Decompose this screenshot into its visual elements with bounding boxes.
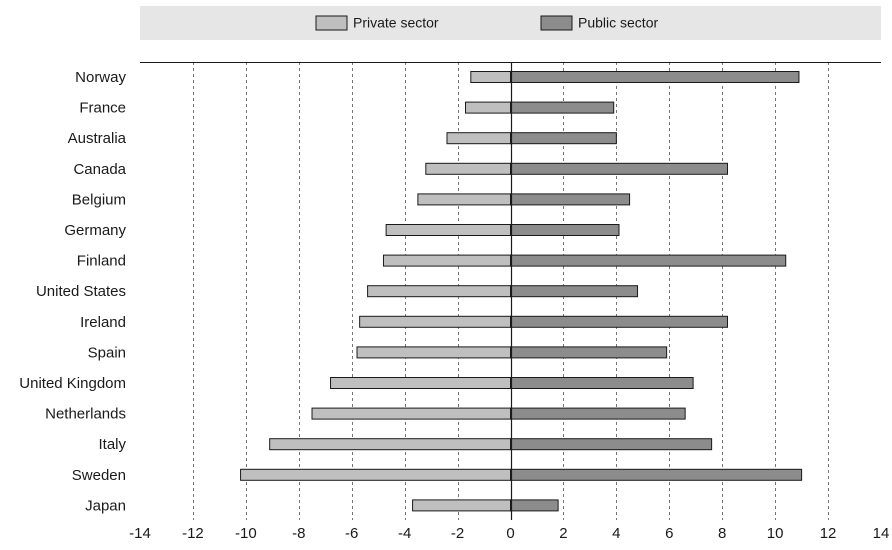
legend-label-private: Private sector (353, 15, 439, 31)
category-label: Japan (85, 497, 126, 514)
bar-private (412, 499, 512, 512)
category-label: Belgium (72, 191, 126, 208)
bar-public (510, 254, 787, 267)
x-tick-label: 14 (873, 525, 890, 542)
x-tick-label: 0 (506, 525, 514, 542)
x-tick-label: 12 (820, 525, 837, 542)
bar-public (510, 468, 803, 481)
bar-public (510, 193, 631, 206)
x-tick-label: 4 (612, 525, 620, 542)
bar-private (425, 162, 512, 175)
x-tick-label: -14 (129, 525, 151, 542)
category-label: Canada (73, 161, 126, 178)
x-tick-labels: -14 -12 -10 -8 -6 -4 -2 0 2 4 6 8 10 12 14 (129, 525, 889, 542)
x-tick-label: -2 (451, 525, 464, 542)
category-label: Ireland (80, 314, 126, 331)
bar-private (330, 377, 511, 389)
x-tick-label: 6 (665, 525, 673, 542)
bar-public (510, 346, 668, 359)
bar-public (510, 315, 729, 328)
category-label: Netherlands (45, 406, 126, 423)
category-label: Germany (64, 222, 126, 239)
category-label: United States (36, 283, 126, 300)
bar-public (510, 224, 620, 236)
bar-private (446, 132, 512, 145)
bar-public (510, 285, 639, 298)
bar-private (417, 193, 511, 206)
bar-private (269, 438, 511, 451)
x-tick-label: -4 (398, 525, 411, 542)
bar-public (510, 377, 694, 389)
bar-private (240, 468, 511, 481)
category-label: Australia (68, 130, 127, 147)
category-label: Sweden (72, 467, 126, 484)
legend-swatch-private (315, 15, 348, 31)
bar-private (465, 101, 511, 114)
bar-public (510, 101, 615, 114)
bar-private (356, 346, 511, 359)
x-tick-label: -12 (182, 525, 204, 542)
bar-public (510, 162, 729, 175)
bar-public (510, 132, 617, 145)
category-label: France (79, 100, 126, 117)
category-label: Norway (75, 69, 126, 86)
axes (140, 62, 881, 520)
category-label: Finland (77, 253, 126, 270)
bar-private (470, 71, 511, 83)
x-tick-label: 8 (718, 525, 726, 542)
x-tick-label: -6 (345, 525, 358, 542)
x-tick-label: -10 (235, 525, 257, 542)
bar-private (385, 224, 511, 236)
bar-private (382, 254, 512, 267)
x-tick-label: 10 (767, 525, 784, 542)
x-tick-label: -8 (292, 525, 305, 542)
bars (240, 71, 803, 512)
bar-private (367, 285, 512, 298)
x-tick-label: 2 (559, 525, 567, 542)
bar-public (510, 407, 686, 420)
legend-background (140, 6, 881, 40)
legend-label-public: Public sector (578, 15, 658, 31)
bar-private (359, 315, 511, 328)
bar-private (311, 407, 511, 420)
category-labels: Norway France Australia Canada Belgium German… (19, 69, 126, 514)
bar-public (510, 438, 713, 451)
bar-public (510, 499, 559, 512)
legend: Private sector Public sector (315, 15, 658, 31)
bar-public (510, 71, 800, 83)
category-label: Italy (98, 436, 126, 453)
legend-swatch-public (540, 15, 573, 31)
category-label: Spain (88, 344, 126, 361)
category-label: United Kingdom (19, 375, 126, 392)
